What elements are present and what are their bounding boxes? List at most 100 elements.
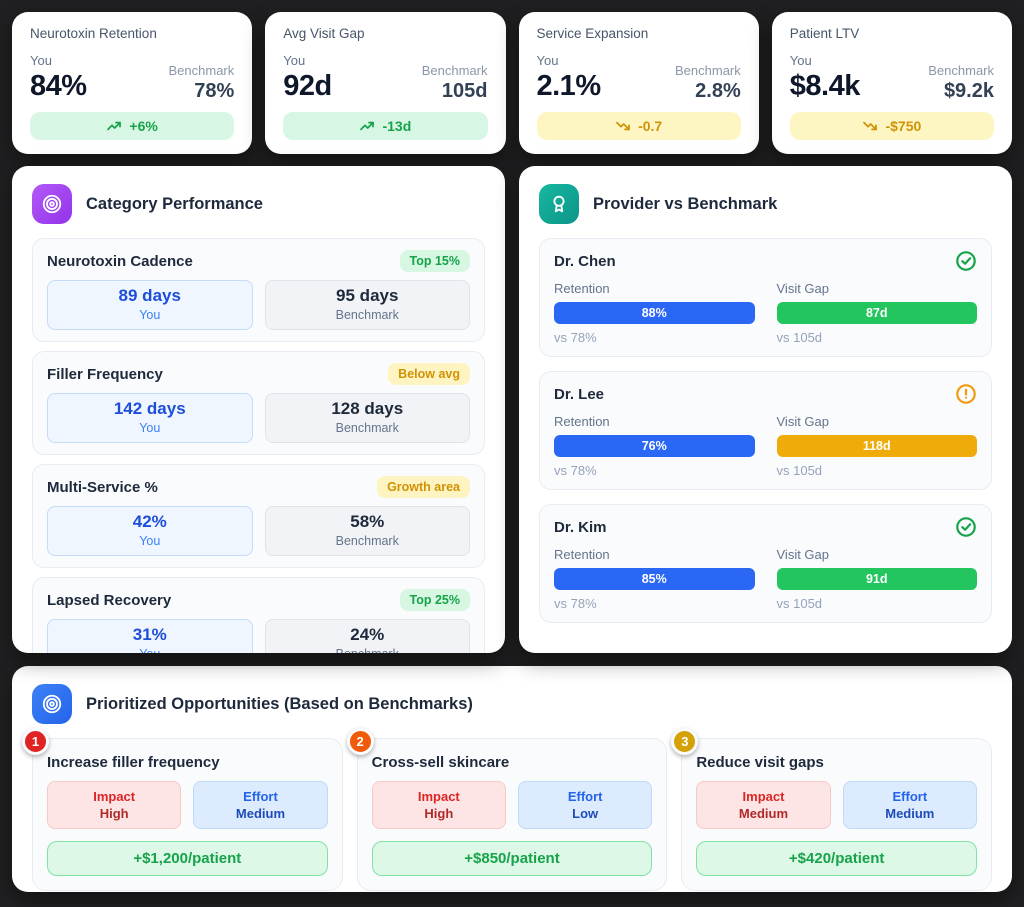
kpi-values: You 2.1% Benchmark 2.8% (537, 53, 741, 103)
prioritized-opportunities-panel: Prioritized Opportunities (Based on Benc… (12, 666, 1012, 892)
kpi-benchmark: Benchmark 78% (169, 63, 235, 103)
you-value: $8.4k (789, 69, 861, 102)
visit-gap-vs: vs 105d (776, 463, 823, 478)
value-per-patient: +$1,200/patient (47, 841, 328, 876)
opportunity-title: Reduce visit gaps (696, 754, 824, 771)
kpi-values: You $8.4k Benchmark $9.2k (790, 53, 994, 103)
kpi-you: You $8.4k (789, 53, 861, 103)
status-badge: Top 15% (399, 250, 470, 272)
provider-row-dr-kim[interactable]: Dr. Kim Retention 85% vs 78% Visit Gap 9… (539, 504, 992, 623)
kpi-card-service-expansion[interactable]: Service Expansion You 2.1% Benchmark 2.8… (518, 12, 759, 154)
you-value: 92d (283, 69, 332, 102)
opportunity-card-3[interactable]: 3 Reduce visit gaps Impact Medium Effort… (671, 728, 992, 891)
kpi-card-avg-visit-gap[interactable]: Avg Visit Gap You 92d Benchmark 105d -13… (265, 12, 506, 154)
kpi-title: Service Expansion (536, 26, 649, 41)
benchmark-value-box: 58% Benchmark (264, 506, 470, 556)
category-name: Multi-Service % (47, 478, 158, 496)
you-value: 89 days (118, 286, 181, 305)
you-value-box: 89 days You (47, 280, 253, 330)
visit-gap-column: Visit Gap 118d vs 105d (776, 414, 977, 478)
kpi-card-patient-ltv[interactable]: Patient LTV You $8.4k Benchmark $9.2k -$… (771, 12, 1012, 154)
opportunity-card-2[interactable]: 2 Cross-sell skincare Impact High Effort… (346, 728, 668, 891)
delta-pill: -13d (283, 112, 488, 140)
benchmark-value: 95 days (336, 286, 399, 305)
panel-title: Category Performance (86, 194, 263, 213)
provider-row-dr-chen[interactable]: Dr. Chen Retention 88% vs 78% Visit Gap … (539, 238, 992, 357)
impact-value: High (424, 806, 454, 821)
retention-vs: vs 78% (554, 463, 597, 478)
trend-up-icon (107, 121, 122, 131)
panel-header: Prioritized Opportunities (Based on Benc… (32, 684, 992, 724)
rank-badge: 1 (22, 728, 49, 755)
provider-row-dr-lee[interactable]: Dr. Lee Retention 76% vs 78% Visit Gap 1… (539, 371, 992, 490)
visit-gap-label: Visit Gap (776, 281, 830, 296)
category-row-multi-service[interactable]: Multi-Service % Growth area 42% You 58% … (32, 464, 485, 568)
visit-gap-bar: 87d (776, 302, 977, 324)
visit-gap-vs: vs 105d (776, 596, 823, 611)
status-badge: Top 25% (399, 589, 470, 611)
kpi-values: You 84% Benchmark 78% (30, 53, 234, 103)
effort-value: Medium (885, 806, 935, 821)
retention-column: Retention 85% vs 78% (554, 547, 755, 611)
you-value: 42% (132, 512, 167, 531)
benchmark-value: 78% (194, 79, 235, 102)
provider-name: Dr. Lee (554, 385, 605, 403)
target-icon (32, 184, 72, 224)
you-label: You (283, 52, 306, 68)
check-circle-icon (956, 251, 976, 271)
you-value: 2.1% (536, 69, 602, 102)
category-row-lapsed-recovery[interactable]: Lapsed Recovery Top 25% 31% You 24% Benc… (32, 577, 485, 653)
kpi-title: Neurotoxin Retention (30, 26, 157, 41)
kpi-benchmark: Benchmark $9.2k (928, 63, 994, 103)
effort-chip: Effort Medium (193, 781, 328, 829)
benchmark-value-box: 95 days Benchmark (264, 280, 470, 330)
target-icon (32, 684, 72, 724)
check-circle-icon (956, 517, 976, 537)
impact-label: Impact (93, 789, 136, 804)
benchmark-label: Benchmark (335, 421, 399, 435)
you-value: 84% (30, 69, 87, 102)
delta-value: +6% (129, 118, 158, 134)
effort-label: Effort (567, 789, 603, 804)
trend-up-icon (360, 121, 375, 131)
middle-row: Category Performance Neurotoxin Cadence … (12, 166, 1012, 653)
you-label: You (30, 52, 52, 68)
rank-badge: 2 (346, 728, 374, 755)
impact-value: Medium (738, 806, 789, 821)
value-per-patient: +$850/patient (371, 841, 653, 876)
you-label: You (139, 421, 161, 435)
opportunity-card-1[interactable]: 1 Increase filler frequency Impact High … (22, 728, 343, 891)
kpi-title: Patient LTV (789, 26, 860, 41)
retention-column: Retention 88% vs 78% (554, 281, 755, 345)
retention-vs: vs 78% (554, 596, 597, 611)
visit-gap-bar: 91d (776, 568, 977, 590)
trend-down-icon (616, 121, 630, 131)
retention-vs: vs 78% (554, 330, 597, 345)
provider-name: Dr. Kim (554, 518, 607, 536)
benchmark-label: Benchmark (675, 62, 741, 78)
category-row-neurotoxin-cadence[interactable]: Neurotoxin Cadence Top 15% 89 days You 9… (32, 238, 485, 342)
you-label: You (139, 308, 161, 322)
retention-bar: 76% (554, 435, 755, 457)
benchmark-value: 105d (441, 79, 488, 102)
you-value: 31% (132, 625, 167, 644)
panel-title: Prioritized Opportunities (Based on Benc… (86, 694, 473, 713)
kpi-card-neurotoxin-retention[interactable]: Neurotoxin Retention You 84% Benchmark 7… (12, 12, 253, 154)
status-badge: Below avg (388, 363, 470, 385)
category-performance-panel: Category Performance Neurotoxin Cadence … (12, 166, 505, 653)
benchmark-label: Benchmark (168, 62, 235, 78)
category-name: Filler Frequency (47, 365, 163, 383)
delta-pill: +6% (30, 112, 235, 140)
effort-label: Effort (892, 789, 928, 804)
delta-value: -0.7 (638, 118, 663, 134)
kpi-title: Avg Visit Gap (283, 26, 365, 41)
benchmark-value-box: 128 days Benchmark (264, 393, 470, 443)
benchmark-value: 128 days (331, 399, 404, 418)
alert-circle-icon (956, 384, 976, 404)
kpi-you: You 92d (283, 52, 332, 103)
visit-gap-column: Visit Gap 87d vs 105d (776, 281, 977, 345)
visit-gap-bar: 118d (776, 435, 977, 457)
category-row-filler-frequency[interactable]: Filler Frequency Below avg 142 days You … (32, 351, 485, 455)
opportunity-title: Cross-sell skincare (371, 754, 510, 771)
kpi-benchmark: Benchmark 2.8% (675, 63, 741, 103)
